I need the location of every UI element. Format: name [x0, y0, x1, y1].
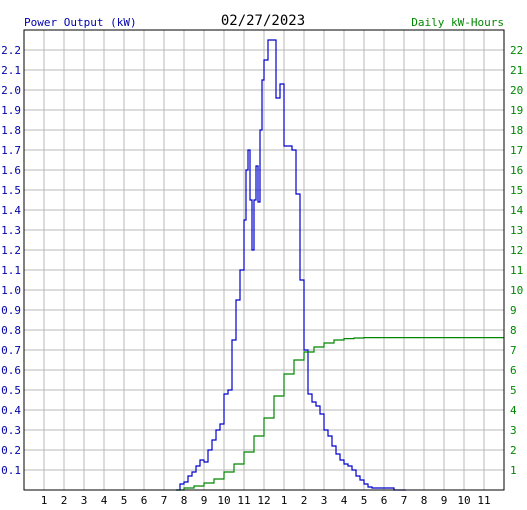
x-tick-label: 5 — [361, 494, 368, 507]
x-tick-label: 2 — [301, 494, 308, 507]
left-tick-label: 1.8 — [1, 124, 21, 137]
right-tick-label: 1 — [510, 464, 517, 477]
left-tick-label: 0.7 — [1, 344, 21, 357]
right-tick-label: 3 — [510, 424, 517, 437]
right-tick-label: 8 — [510, 324, 517, 337]
left-tick-label: 0.9 — [1, 304, 21, 317]
left-tick-label: 1.7 — [1, 144, 21, 157]
x-tick-label: 9 — [441, 494, 448, 507]
x-tick-label: 2 — [61, 494, 68, 507]
right-tick-label: 6 — [510, 364, 517, 377]
right-tick-label: 15 — [510, 184, 523, 197]
right-tick-label: 18 — [510, 124, 523, 137]
left-tick-label: 1.0 — [1, 284, 21, 297]
right-tick-label: 9 — [510, 304, 517, 317]
left-tick-label: 1.9 — [1, 104, 21, 117]
energy-series-line — [176, 337, 504, 491]
left-tick-label: 1.2 — [1, 244, 21, 257]
left-tick-label: 2.2 — [1, 44, 21, 57]
left-tick-label: 1.3 — [1, 224, 21, 237]
left-tick-label: 1.6 — [1, 164, 21, 177]
chart-title: 02/27/2023 — [221, 13, 305, 29]
x-tick-label: 3 — [81, 494, 88, 507]
x-tick-label: 12 — [257, 494, 270, 507]
left-tick-label: 1.1 — [1, 264, 21, 277]
right-tick-label: 17 — [510, 144, 523, 157]
right-tick-label: 19 — [510, 104, 523, 117]
x-tick-label: 9 — [201, 494, 208, 507]
right-tick-label: 22 — [510, 44, 523, 57]
power-series-line — [176, 39, 406, 491]
x-tick-label: 6 — [381, 494, 388, 507]
left-tick-label: 2.0 — [1, 84, 21, 97]
right-tick-label: 12 — [510, 244, 523, 257]
x-tick-label: 10 — [217, 494, 230, 507]
right-tick-label: 16 — [510, 164, 523, 177]
left-tick-label: 0.5 — [1, 384, 21, 397]
left-tick-label: 0.2 — [1, 444, 21, 457]
right-tick-label: 13 — [510, 224, 523, 237]
right-tick-label: 5 — [510, 384, 517, 397]
right-tick-label: 10 — [510, 284, 523, 297]
x-tick-label: 5 — [121, 494, 128, 507]
right-tick-label: 20 — [510, 84, 523, 97]
left-axis-label: Power Output (kW) — [24, 16, 137, 29]
left-tick-label: 0.1 — [1, 464, 21, 477]
right-tick-label: 11 — [510, 264, 523, 277]
left-tick-label: 0.8 — [1, 324, 21, 337]
tick-labels: 1 2 3 4 5 6 7 8 9 10 11 12 1 2 3 4 5 6 7 8 9 10 110.10.20.30.4… — [1, 44, 523, 507]
left-tick-label: 2.1 — [1, 64, 21, 77]
x-tick-label: 8 — [181, 494, 188, 507]
x-tick-label: 7 — [401, 494, 408, 507]
series-layer — [176, 39, 504, 491]
grid-lines — [24, 30, 504, 490]
x-tick-label: 4 — [101, 494, 108, 507]
x-tick-label: 8 — [421, 494, 428, 507]
plot-frame — [23, 29, 505, 491]
x-tick-label: 1 — [281, 494, 288, 507]
right-tick-label: 21 — [510, 64, 523, 77]
right-tick-label: 14 — [510, 204, 524, 217]
right-axis-label: Daily kW-Hours — [411, 16, 504, 29]
x-tick-label: 11 — [477, 494, 490, 507]
x-tick-label: 1 — [41, 494, 48, 507]
x-tick-label: 7 — [161, 494, 168, 507]
x-tick-label: 4 — [341, 494, 348, 507]
left-tick-label: 0.6 — [1, 364, 21, 377]
x-tick-label: 10 — [457, 494, 470, 507]
x-tick-label: 3 — [321, 494, 328, 507]
left-tick-label: 1.5 — [1, 184, 21, 197]
x-tick-label: 11 — [237, 494, 250, 507]
left-tick-label: 0.4 — [1, 404, 21, 417]
right-tick-label: 7 — [510, 344, 517, 357]
right-tick-label: 4 — [510, 404, 517, 417]
left-tick-label: 1.4 — [1, 204, 21, 217]
right-tick-label: 2 — [510, 444, 517, 457]
left-tick-label: 0.3 — [1, 424, 21, 437]
x-tick-label: 6 — [141, 494, 148, 507]
